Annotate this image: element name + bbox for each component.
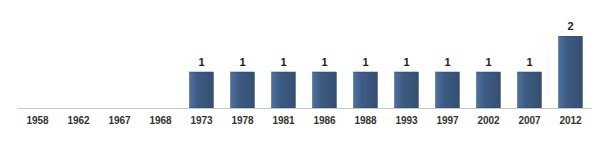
data-label: 1 [321,56,327,68]
data-label: 1 [280,56,286,68]
bar [190,72,214,108]
data-label: 1 [526,56,532,68]
data-label: 1 [198,56,204,68]
tick-label: 1986 [313,115,336,126]
data-label: 1 [485,56,491,68]
data-label: 2 [567,20,573,32]
tick-label: 1993 [395,115,418,126]
data-label: 1 [239,56,245,68]
tick: 1988 [354,115,377,126]
tick: 1997 [436,115,459,126]
tick-label: 1958 [26,115,49,126]
tick-label: 1962 [67,115,90,126]
x-axis: 1958 1962 1967 1968 1973 1978 1981 1986 1988 1993… [18,109,592,127]
x-axis-line [18,108,592,109]
bar [231,72,255,108]
tick-label: 1973 [190,115,213,126]
tick: 1968 [149,115,172,126]
tick-label: 2007 [518,115,541,126]
tick-label: 1988 [354,115,377,126]
tick-label: 1997 [436,115,459,126]
chart: 1958 1962 1967 1968 1973 1978 1981 1986 1988 1993… [0,0,604,141]
tick: 1962 [67,115,90,126]
tick: 2002 [477,115,500,126]
bar [354,72,378,108]
data-labels: 1 1 1 1 1 1 1 1 1 2 [198,20,573,68]
data-label: 1 [444,56,450,68]
bar [477,72,501,108]
tick: 1973 [190,115,213,126]
bar [272,72,296,108]
tick-label: 2002 [477,115,500,126]
tick: 1993 [395,115,418,126]
bar [436,72,460,108]
tick: 1958 [26,115,49,126]
tick-label: 1978 [231,115,254,126]
tick: 1986 [313,115,336,126]
tick-label: 1981 [272,115,295,126]
bar [395,72,419,108]
data-label: 1 [362,56,368,68]
tick: 1981 [272,115,295,126]
bar [313,72,337,108]
tick: 1967 [108,115,131,126]
bars [190,36,583,108]
tick-label: 2012 [559,115,582,126]
data-label: 1 [403,56,409,68]
tick: 2007 [518,115,541,126]
tick-label: 1967 [108,115,131,126]
tick-label: 1968 [149,115,172,126]
tick: 1978 [231,115,254,126]
bar [559,36,583,108]
tick: 2012 [559,115,582,126]
bar [518,72,542,108]
